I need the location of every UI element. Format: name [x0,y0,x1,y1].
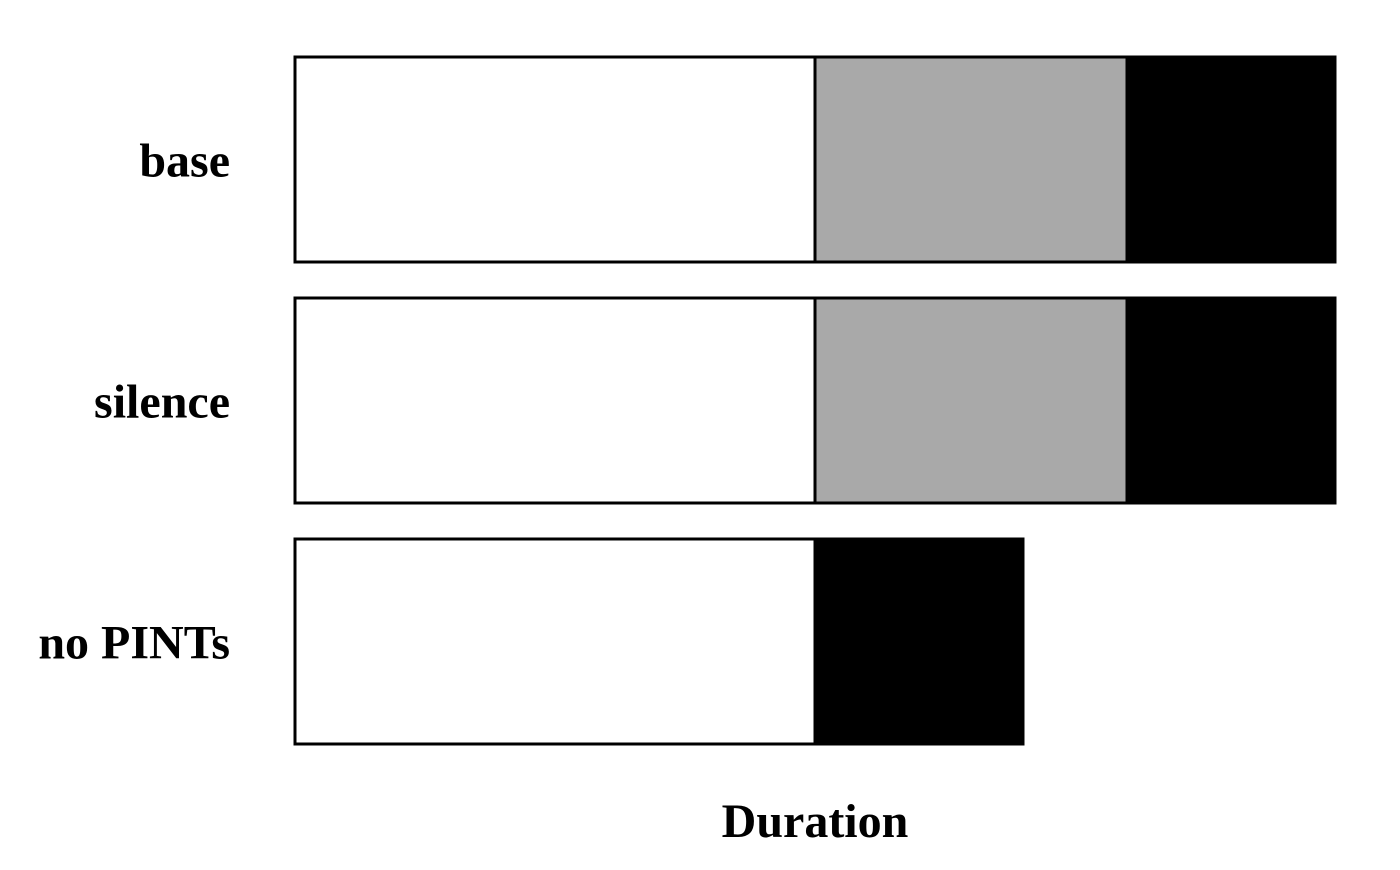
category-label-base: base [139,135,230,188]
bar-segment-silence-1 [293,296,817,505]
bar-segment-base-3 [1125,55,1337,264]
bar-segment-no-pints-3 [813,537,1025,746]
bar-segment-base-2 [813,55,1129,264]
bar-segment-base-1 [293,55,817,264]
category-labels: base silence no PINTs [38,135,230,670]
category-label-no-pints: no PINTs [38,617,230,670]
bar-segment-silence-2 [813,296,1129,505]
bar-segment-silence-3 [1125,296,1337,505]
bar-segment-no-pints-1 [293,537,817,746]
x-axis-label: Duration [722,795,909,848]
bars-layer [293,55,1337,746]
category-label-silence: silence [94,376,230,429]
